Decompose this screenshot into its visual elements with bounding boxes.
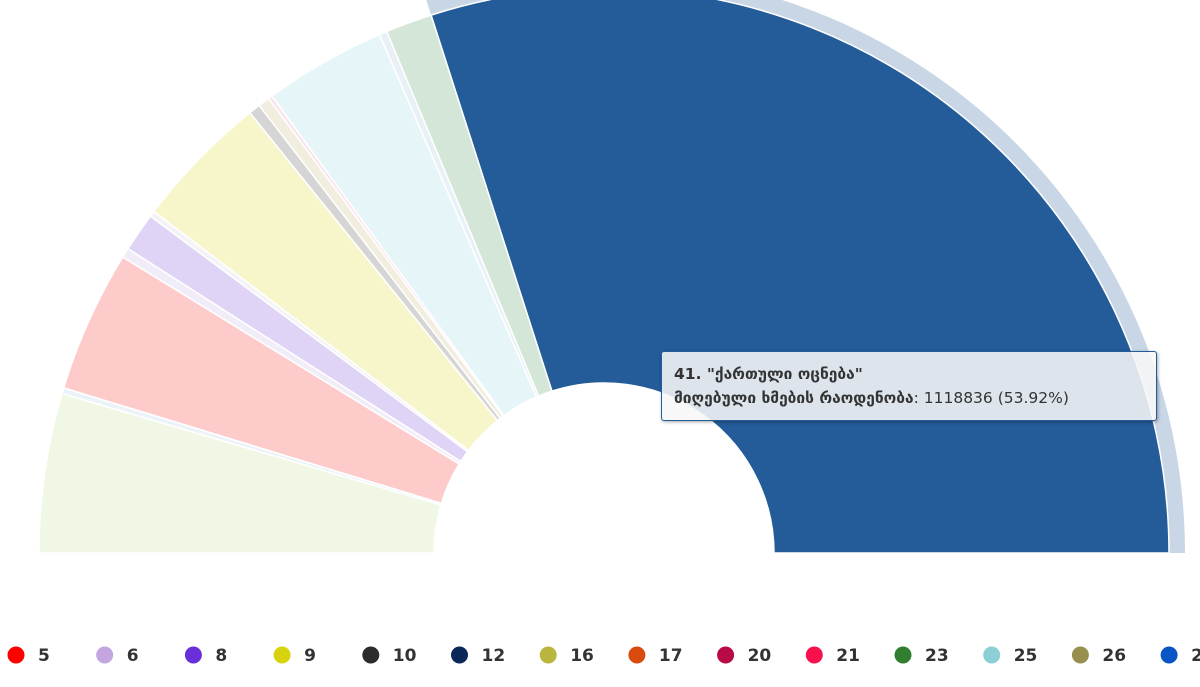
legend-marker-17	[628, 646, 646, 664]
legend-label-23: 23	[925, 646, 949, 666]
pie-slices	[38, 0, 1185, 554]
legend-marker-20	[717, 646, 735, 664]
legend-item-27[interactable]: 27	[1160, 646, 1200, 666]
legend-marker-16	[539, 646, 557, 664]
legend-item-26[interactable]: 26	[1071, 646, 1126, 666]
legend-label-26: 26	[1102, 646, 1126, 666]
pie-slice-41[interactable]	[430, 0, 1170, 554]
legend-item-25[interactable]: 25	[983, 646, 1037, 666]
legend-item-21[interactable]: 21	[805, 646, 860, 666]
legend-label-16: 16	[570, 646, 594, 666]
legend-item-23[interactable]: 23	[894, 646, 949, 666]
slice-tooltip: 41. "ქართული ოცნება" მიღებული ხმების რაო…	[661, 351, 1157, 421]
legend-marker-6	[96, 646, 114, 664]
legend-item-12[interactable]: 12	[451, 646, 505, 666]
legend-item-20[interactable]: 20	[717, 646, 771, 666]
tooltip-title: 41. "ქართული ოცნება"	[674, 365, 863, 383]
tooltip-label: მიღებული ხმების რაოდენობა	[674, 389, 914, 407]
legend-item-6[interactable]: 6	[96, 646, 139, 666]
tooltip-body: მიღებული ხმების რაოდენობა: 1118836 (53.9…	[674, 386, 1144, 410]
legend: 5 6 8 9 10 12 16 17 20 21 23 25 26 27	[7, 646, 1200, 666]
tooltip-value: 1118836 (53.92%)	[923, 389, 1069, 407]
legend-label-27: 27	[1191, 646, 1200, 666]
legend-marker-12	[451, 646, 468, 664]
legend-marker-21	[805, 646, 823, 664]
legend-marker-25	[983, 646, 1001, 664]
legend-label-20: 20	[748, 646, 772, 666]
legend-item-16[interactable]: 16	[539, 646, 594, 666]
legend-marker-26	[1071, 646, 1089, 664]
legend-item-8[interactable]: 8	[184, 646, 227, 666]
legend-marker-27	[1160, 646, 1178, 664]
legend-item-17[interactable]: 17	[628, 646, 683, 666]
tooltip-separator: :	[913, 389, 924, 407]
legend-marker-9	[273, 646, 291, 664]
legend-marker-23	[894, 646, 912, 664]
legend-item-5[interactable]: 5	[7, 646, 50, 666]
legend-label-5: 5	[38, 646, 50, 666]
legend-label-10: 10	[393, 646, 417, 666]
legend-marker-8	[184, 646, 202, 664]
legend-label-8: 8	[215, 646, 227, 666]
legend-item-10[interactable]: 10	[362, 646, 417, 666]
legend-item-9[interactable]: 9	[273, 646, 316, 666]
legend-marker-5	[7, 646, 25, 664]
legend-label-9: 9	[304, 646, 316, 666]
legend-label-12: 12	[482, 646, 506, 666]
legend-label-6: 6	[127, 646, 139, 666]
legend-label-17: 17	[659, 646, 683, 666]
legend-label-25: 25	[1014, 646, 1038, 666]
legend-marker-10	[362, 646, 380, 664]
legend-label-21: 21	[836, 646, 860, 666]
